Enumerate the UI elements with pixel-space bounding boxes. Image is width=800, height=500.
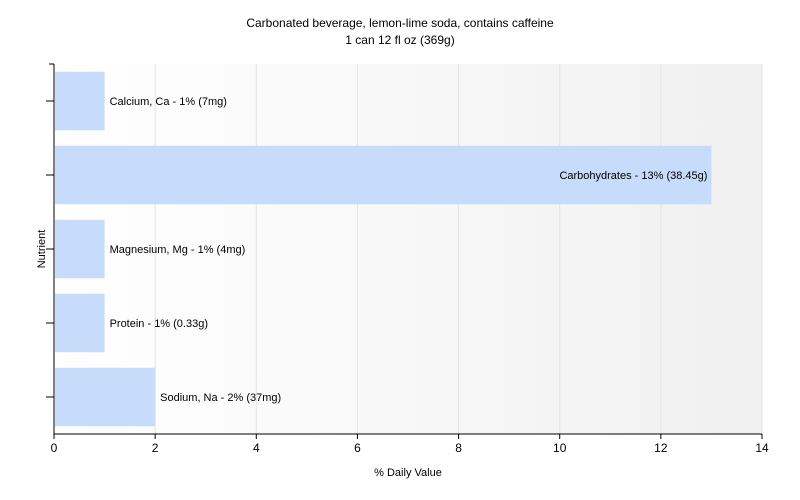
bar-label: Carbohydrates - 13% (38.45g) — [559, 170, 707, 182]
grid-lines — [154, 64, 763, 434]
bars: Calcium, Ca - 1% (7mg) Carbohydrates - 13… — [55, 71, 712, 427]
chart-title: Carbonated beverage, lemon-lime soda, co… — [246, 16, 554, 30]
bar — [55, 219, 105, 279]
x-tick-label: 6 — [354, 441, 361, 455]
bar — [55, 367, 156, 427]
x-tick-label: 12 — [654, 441, 668, 455]
plot-background — [54, 64, 762, 434]
x-tick-label: 2 — [152, 441, 159, 455]
axes: 0 2 4 6 8 10 12 14 — [46, 63, 769, 455]
x-tick-label: 14 — [755, 441, 769, 455]
x-tick-label: 4 — [253, 441, 260, 455]
x-tick-label: 10 — [553, 441, 567, 455]
x-tick-label: 0 — [51, 441, 58, 455]
y-axis-title: Nutrient — [36, 230, 48, 269]
x-tick-label: 8 — [455, 441, 462, 455]
bar — [55, 293, 105, 353]
bar — [55, 71, 105, 131]
bar-label: Protein - 1% (0.33g) — [110, 318, 208, 330]
bar-label: Magnesium, Mg - 1% (4mg) — [110, 244, 246, 256]
chart-subtitle: 1 can 12 fl oz (369g) — [345, 33, 454, 47]
bar-label: Sodium, Na - 2% (37mg) — [160, 392, 281, 404]
x-axis-title: % Daily Value — [374, 467, 442, 479]
bar-label: Calcium, Ca - 1% (7mg) — [110, 96, 227, 108]
bar — [55, 145, 712, 205]
